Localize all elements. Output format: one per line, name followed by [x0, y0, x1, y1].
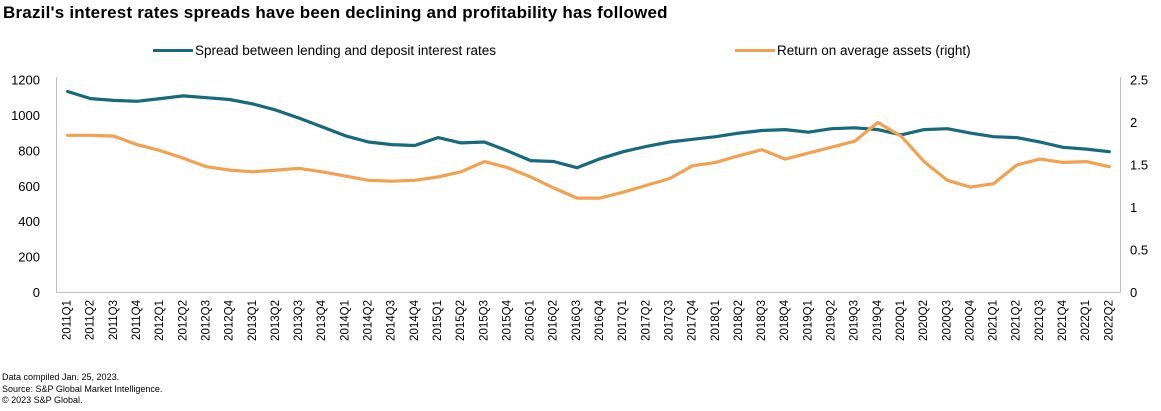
x-axis-tick-label: 2020Q4	[964, 299, 976, 341]
x-axis-tick-label: 2022Q2	[1103, 300, 1115, 341]
x-axis-tick-label: 2012Q4	[224, 299, 236, 341]
line-series-0	[65, 89, 1111, 170]
x-axis-tick-label: 2021Q1	[988, 300, 1000, 341]
legend-label-roaa: Return on average assets (right)	[777, 43, 971, 58]
x-axis-tick-label: 2016Q3	[571, 300, 583, 341]
right-axis-tick-label: 2.5	[1130, 73, 1148, 88]
x-axis-tick-label: 2011Q3	[108, 300, 120, 340]
x-axis-tick-label: 2013Q1	[247, 300, 259, 341]
left-axis-tick-label: 0	[33, 285, 40, 300]
left-axis-tick-label: 400	[18, 214, 40, 229]
legend-item-roaa: Return on average assets (right)	[735, 43, 971, 58]
x-axis-tick-label: 2011Q1	[62, 300, 74, 340]
x-axis-tick-label: 2022Q1	[1080, 300, 1092, 341]
legend-line-swatch-roaa	[735, 48, 775, 53]
x-axis-tick-label: 2014Q3	[386, 300, 398, 341]
x-axis-tick-label: 2020Q1	[895, 300, 907, 341]
left-axis-tick-label: 1000	[11, 108, 40, 123]
x-axis-tick-label: 2016Q4	[594, 299, 606, 341]
x-axis-tick-label: 2011Q2	[85, 300, 97, 340]
x-axis-tick-label: 2018Q4	[779, 299, 791, 341]
x-axis-tick-label: 2015Q4	[501, 299, 513, 341]
x-axis-tick-label: 2016Q1	[525, 300, 537, 341]
chart-title: Brazil's interest rates spreads have bee…	[3, 3, 668, 22]
x-axis-tick-label: 2019Q3	[849, 300, 861, 341]
x-axis-tick-label: 2014Q1	[339, 300, 351, 341]
left-axis-tick-label: 800	[18, 143, 40, 158]
x-axis-tick-label: 2019Q1	[802, 300, 814, 341]
chart-footnotes: Data compiled Jan. 25, 2023. Source: S&P…	[2, 372, 162, 407]
x-axis-tick-label: 2018Q2	[733, 300, 745, 341]
x-axis-tick-label: 2020Q2	[918, 300, 930, 341]
x-axis-tick-label: 2013Q4	[316, 299, 328, 341]
left-axis-tick-label: 1200	[11, 73, 40, 88]
x-axis-tick-label: 2015Q3	[478, 300, 490, 341]
x-axis-tick-label: 2015Q2	[455, 300, 467, 341]
legend-label-spread: Spread between lending and deposit inter…	[195, 43, 496, 58]
x-axis-tick-label: 2016Q2	[548, 300, 560, 341]
left-axis-tick-label: 600	[18, 179, 40, 194]
footnote-compiled: Data compiled Jan. 25, 2023.	[2, 372, 120, 382]
x-axis-tick-label: 2021Q4	[1057, 299, 1069, 341]
line-series-1	[65, 120, 1111, 200]
x-axis-tick-label: 2021Q3	[1034, 300, 1046, 341]
x-axis-tick-label: 2013Q2	[270, 300, 282, 341]
x-axis-tick-label: 2018Q3	[756, 300, 768, 341]
x-axis-tick-label: 2014Q2	[363, 300, 375, 341]
chart-legend: Spread between lending and deposit inter…	[0, 41, 1161, 61]
x-axis-tick-label: 2019Q2	[826, 300, 838, 341]
x-axis-tick-label: 2012Q2	[177, 300, 189, 341]
x-axis-tick-label: 2017Q3	[663, 300, 675, 341]
footnote-source: Source: S&P Global Market Intelligence.	[2, 383, 163, 394]
x-axis-tick-label: 2011Q4	[131, 299, 143, 340]
legend-item-spread: Spread between lending and deposit inter…	[153, 43, 496, 58]
left-axis-tick-label: 200	[18, 250, 40, 265]
x-axis-tick-label: 2014Q4	[409, 299, 421, 341]
right-axis-tick-label: 0	[1130, 285, 1137, 300]
x-axis-tick-label: 2017Q4	[687, 299, 699, 341]
right-axis-tick-label: 0.5	[1130, 243, 1148, 258]
right-axis-tick-label: 1.5	[1130, 158, 1148, 173]
x-axis-tick-label: 2018Q1	[710, 300, 722, 341]
x-axis-tick-label: 2017Q2	[640, 300, 652, 341]
x-axis-tick-label: 2021Q2	[1011, 300, 1023, 341]
x-axis-tick-label: 2012Q3	[200, 300, 212, 341]
right-axis-tick-label: 2	[1130, 115, 1137, 130]
legend-line-swatch-spread	[153, 48, 193, 53]
x-axis-tick-label: 2019Q4	[872, 299, 884, 341]
x-axis-tick-label: 2020Q3	[941, 300, 953, 341]
x-axis-tick-label: 2017Q1	[617, 300, 629, 341]
x-axis-tick-label: 2013Q3	[293, 300, 305, 341]
x-axis-tick-label: 2012Q1	[154, 300, 166, 341]
right-axis-tick-label: 1	[1130, 200, 1137, 215]
x-axis-tick-label: 2015Q1	[432, 300, 444, 341]
footnote-copyright: © 2023 S&P Global.	[2, 395, 83, 405]
